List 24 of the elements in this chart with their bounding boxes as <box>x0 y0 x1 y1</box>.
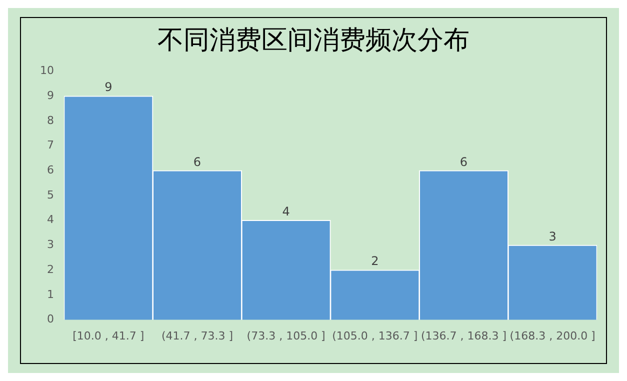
data-label: 2 <box>371 254 379 268</box>
y-tick-label: 2 <box>46 262 54 276</box>
y-tick-label: 10 <box>40 64 54 78</box>
x-tick-label: (73.3 , 105.0 ] <box>246 329 326 342</box>
y-tick-label: 7 <box>46 138 54 152</box>
x-tick-label: (105.0 , 136.7 ] <box>332 329 418 342</box>
data-label: 4 <box>282 204 290 218</box>
y-tick-label: 1 <box>46 288 54 301</box>
data-label: 6 <box>460 154 468 169</box>
y-tick-label: 0 <box>46 312 54 326</box>
x-tick-label: [10.0 , 41.7 ] <box>72 329 144 342</box>
x-tick-label: (136.7 , 168.3 ] <box>420 329 507 342</box>
x-tick-label: (41.7 , 73.3 ] <box>161 329 234 342</box>
y-tick-label: 4 <box>46 213 54 226</box>
chart-title: 不同消费区间消费频次分布 <box>158 25 470 56</box>
data-label: 6 <box>193 154 202 169</box>
y-tick-label: 3 <box>46 238 54 252</box>
x-tick-label: (168.3 , 200.0 ] <box>510 329 596 342</box>
data-label: 9 <box>104 80 112 94</box>
y-tick-label: 8 <box>46 114 54 127</box>
y-tick-label: 5 <box>46 188 54 202</box>
y-tick-label: 6 <box>46 164 54 176</box>
y-tick-label: 9 <box>46 88 54 102</box>
data-label: 3 <box>548 229 556 244</box>
